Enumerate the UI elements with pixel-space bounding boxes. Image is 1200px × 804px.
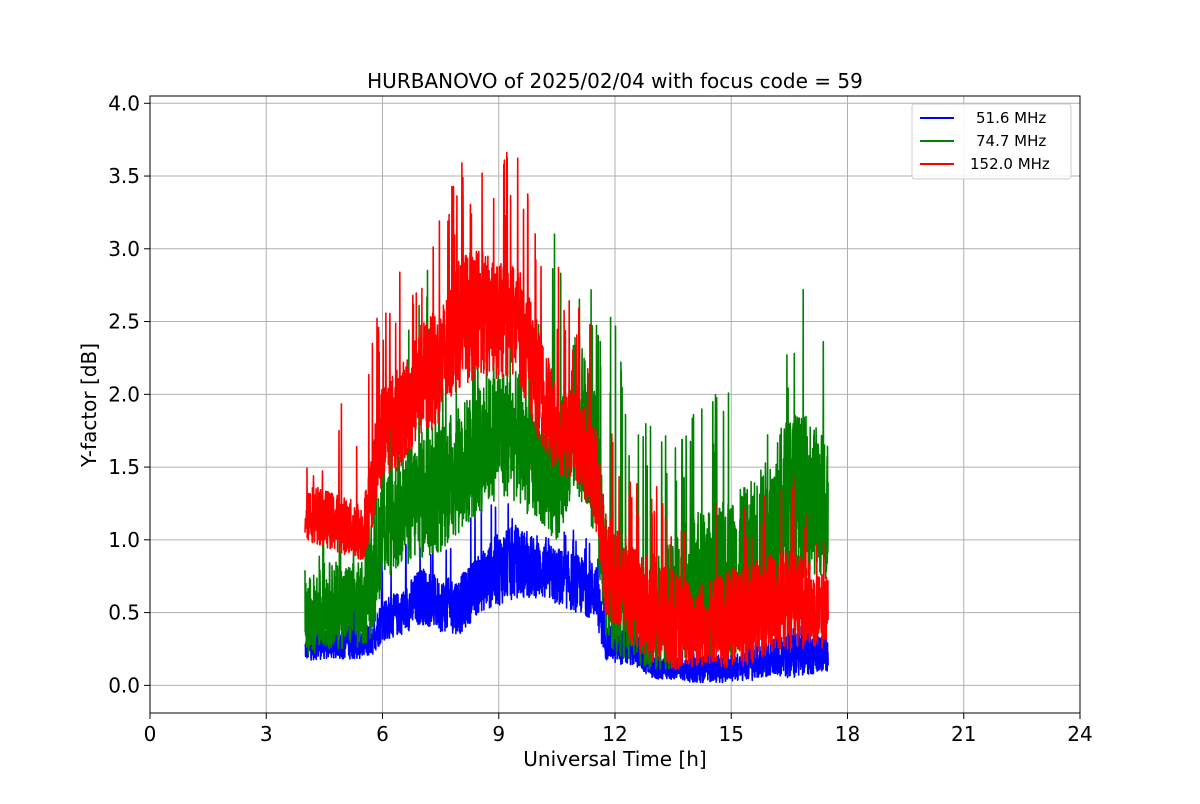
legend-label-74-7: 74.7 MHz	[976, 132, 1046, 150]
y-tick-label: 0.5	[108, 601, 140, 625]
series-line-152-0-mhz	[304, 151, 829, 671]
chart-title: HURBANOVO of 2025/02/04 with focus code …	[367, 69, 863, 93]
y-tick-label: 2.5	[108, 310, 140, 334]
y-axis-ticks: 0.0 0.5 1.0 1.5 2.0 2.5 3.0 3.5 4.0	[108, 91, 150, 697]
x-tick-label: 21	[951, 722, 976, 746]
x-tick-label: 3	[260, 722, 273, 746]
x-tick-label: 6	[376, 722, 389, 746]
x-tick-label: 0	[144, 722, 157, 746]
x-tick-label: 15	[719, 722, 744, 746]
y-tick-label: 3.5	[108, 164, 140, 188]
x-tick-label: 18	[835, 722, 860, 746]
legend-box	[911, 103, 1072, 180]
legend-label-152-0: 152.0 MHz	[970, 155, 1050, 173]
y-tick-label: 3.0	[108, 237, 140, 261]
y-tick-label: 1.0	[108, 528, 140, 552]
y-tick-label: 1.5	[108, 455, 140, 479]
plot-series	[304, 151, 829, 684]
x-axis-ticks: 0 3 6 9 12 15 18 21 24	[144, 713, 1093, 746]
x-axis-label: Universal Time [h]	[523, 747, 706, 771]
x-tick-label: 9	[492, 722, 505, 746]
y-tick-label: 4.0	[108, 91, 140, 115]
series-line-51-6-mhz	[304, 503, 829, 684]
x-tick-label: 24	[1067, 722, 1092, 746]
x-tick-label: 12	[602, 722, 627, 746]
legend: 51.6 MHz 74.7 MHz 152.0 MHz	[911, 103, 1072, 180]
y-axis-label: Y-factor [dB]	[77, 343, 101, 468]
y-tick-label: 0.0	[108, 673, 140, 697]
legend-label-51-6: 51.6 MHz	[976, 109, 1046, 127]
y-tick-label: 2.0	[108, 382, 140, 406]
